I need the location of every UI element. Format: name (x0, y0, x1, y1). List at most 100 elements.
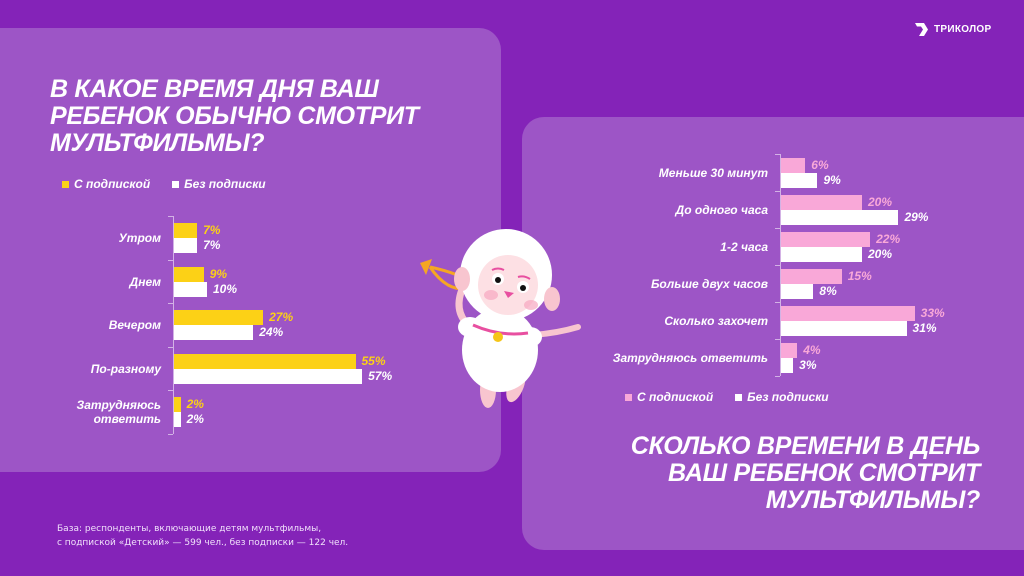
value-label: 9% (209, 266, 228, 281)
value-label: 27% (269, 310, 294, 324)
category-label: Больше двух часов (650, 277, 768, 291)
value-label: 7% (203, 238, 221, 252)
footnote-line: База: респонденты, включающие детям муль… (57, 524, 322, 534)
bar-unsubscribed (174, 325, 254, 340)
value-label: 3% (799, 358, 817, 372)
axis-tick (775, 228, 780, 229)
bar-subscribed (174, 223, 198, 238)
right-bar-chart: Меньше 30 минут 6% 9% До одного часа 20% 29% 1… (522, 154, 1022, 377)
title-line: РЕБЕНОК ОБЫЧНО СМОТРИТ (50, 102, 419, 130)
bar-subscribed (174, 310, 264, 325)
value-label: 4% (803, 343, 821, 357)
axis-tick (168, 390, 173, 391)
category-label: Утром (118, 231, 161, 245)
left-chart-title: В КАКОЕ ВРЕМЯ ДНЯ ВАШ РЕБЕНОК ОБЫЧНО СМО… (50, 76, 470, 157)
axis-tick (168, 259, 173, 261)
category-label: Сколько захочет (664, 314, 768, 328)
title-line: СКОЛЬКО ВРЕМЕНИ В ДЕНЬ (630, 432, 981, 460)
right-chart-title: СКОЛЬКО ВРЕМЕНИ В ДЕНЬ ВАШ РЕБЕНОК СМОТР… (560, 432, 981, 514)
value-label: 6% (811, 158, 829, 172)
bar-unsubscribed (781, 173, 818, 188)
legend-item-subscribed: С подпиской (625, 390, 713, 404)
axis-tick (775, 191, 780, 192)
axis-tick (775, 339, 780, 340)
bar-unsubscribed (781, 247, 862, 262)
legend-swatch (735, 393, 743, 401)
category-label: Затрудняюсь ответить (612, 351, 768, 365)
logo-text: ТРИКОЛОР (934, 24, 992, 35)
bar-unsubscribed (174, 238, 198, 253)
value-label: 9% (823, 173, 841, 187)
left-bar-chart: Утром 7% 7% Днем 9% 10% Вечером 27% 24% По-разном… (0, 216, 500, 435)
legend-label: Без подписки (184, 177, 266, 191)
bar-unsubscribed (174, 368, 363, 384)
value-label: 2% (186, 397, 204, 411)
title-line: МУЛЬТФИЛЬМЫ? (765, 486, 981, 514)
axis-tick (775, 376, 780, 377)
legend-swatch (625, 393, 632, 401)
axis-tick (775, 302, 780, 303)
footnote: База: респонденты, включающие детям муль… (57, 522, 348, 550)
legend-item-unsubscribed: Без подписки (172, 177, 266, 191)
value-label: 29% (904, 210, 929, 224)
bar-subscribed (174, 397, 181, 412)
value-label: 33% (920, 306, 945, 320)
chart-axis (173, 216, 174, 434)
bar-subscribed (174, 266, 204, 282)
bar-subscribed (781, 269, 842, 284)
tricolor-chevron-icon (915, 23, 928, 36)
axis-tick (775, 265, 780, 266)
value-label: 7% (203, 223, 221, 237)
bar-unsubscribed (781, 321, 907, 336)
category-label: Днем (129, 274, 161, 289)
bar-unsubscribed (781, 358, 794, 373)
bar-unsubscribed (781, 284, 814, 299)
chart-axis (780, 154, 781, 376)
category-label: 1-2 часа (720, 240, 768, 254)
axis-tick (168, 216, 173, 217)
bar-unsubscribed (174, 281, 207, 297)
title-line: МУЛЬТФИЛЬМЫ? (50, 129, 265, 157)
value-label: 8% (819, 284, 837, 298)
legend-label: С подпиской (637, 390, 714, 404)
value-label: 55% (361, 353, 386, 368)
legend-item-unsubscribed: Без подписки (735, 390, 829, 404)
right-panel (522, 117, 1024, 550)
category-label: По-разному (90, 361, 161, 376)
bar-subscribed (174, 353, 356, 369)
value-label: 57% (368, 368, 393, 383)
value-label: 15% (847, 269, 872, 283)
bar-subscribed (781, 158, 806, 173)
legend-swatch (172, 180, 180, 188)
value-label: 31% (912, 321, 937, 335)
axis-tick (168, 346, 173, 348)
right-legend: С подпиской Без подписки (625, 390, 829, 404)
category-label: Вечером (108, 318, 161, 332)
axis-tick (168, 433, 173, 435)
left-legend: С подпиской Без подписки (62, 177, 266, 191)
footnote-line: с подпиской «Детский» — 599 чел., без по… (57, 538, 349, 548)
value-label: 22% (876, 232, 901, 246)
title-line: ВАШ РЕБЕНОК СМОТРИТ (668, 459, 980, 487)
bar-unsubscribed (781, 210, 899, 225)
axis-tick (168, 303, 173, 304)
category-label: Затрудняюсь ответить (76, 398, 162, 426)
value-label: 2% (186, 412, 204, 426)
value-label: 10% (213, 281, 238, 296)
bar-subscribed (781, 232, 871, 247)
axis-tick (775, 154, 780, 155)
bar-subscribed (781, 195, 862, 210)
legend-label: Без подписки (747, 390, 829, 404)
lamb-mascot-illustration (420, 229, 581, 408)
bar-subscribed (781, 306, 915, 321)
value-label: 24% (259, 325, 284, 339)
legend-item-subscribed: С подпиской (62, 177, 150, 191)
title-line: В КАКОЕ ВРЕМЯ ДНЯ ВАШ (50, 75, 379, 103)
bar-unsubscribed (174, 412, 181, 427)
tricolor-logo: ТРИКОЛОР (915, 23, 991, 36)
value-label: 20% (868, 195, 893, 209)
value-label: 20% (868, 247, 893, 261)
legend-label: С подпиской (74, 177, 151, 191)
bar-subscribed (781, 343, 798, 358)
category-label: Меньше 30 минут (658, 166, 768, 180)
